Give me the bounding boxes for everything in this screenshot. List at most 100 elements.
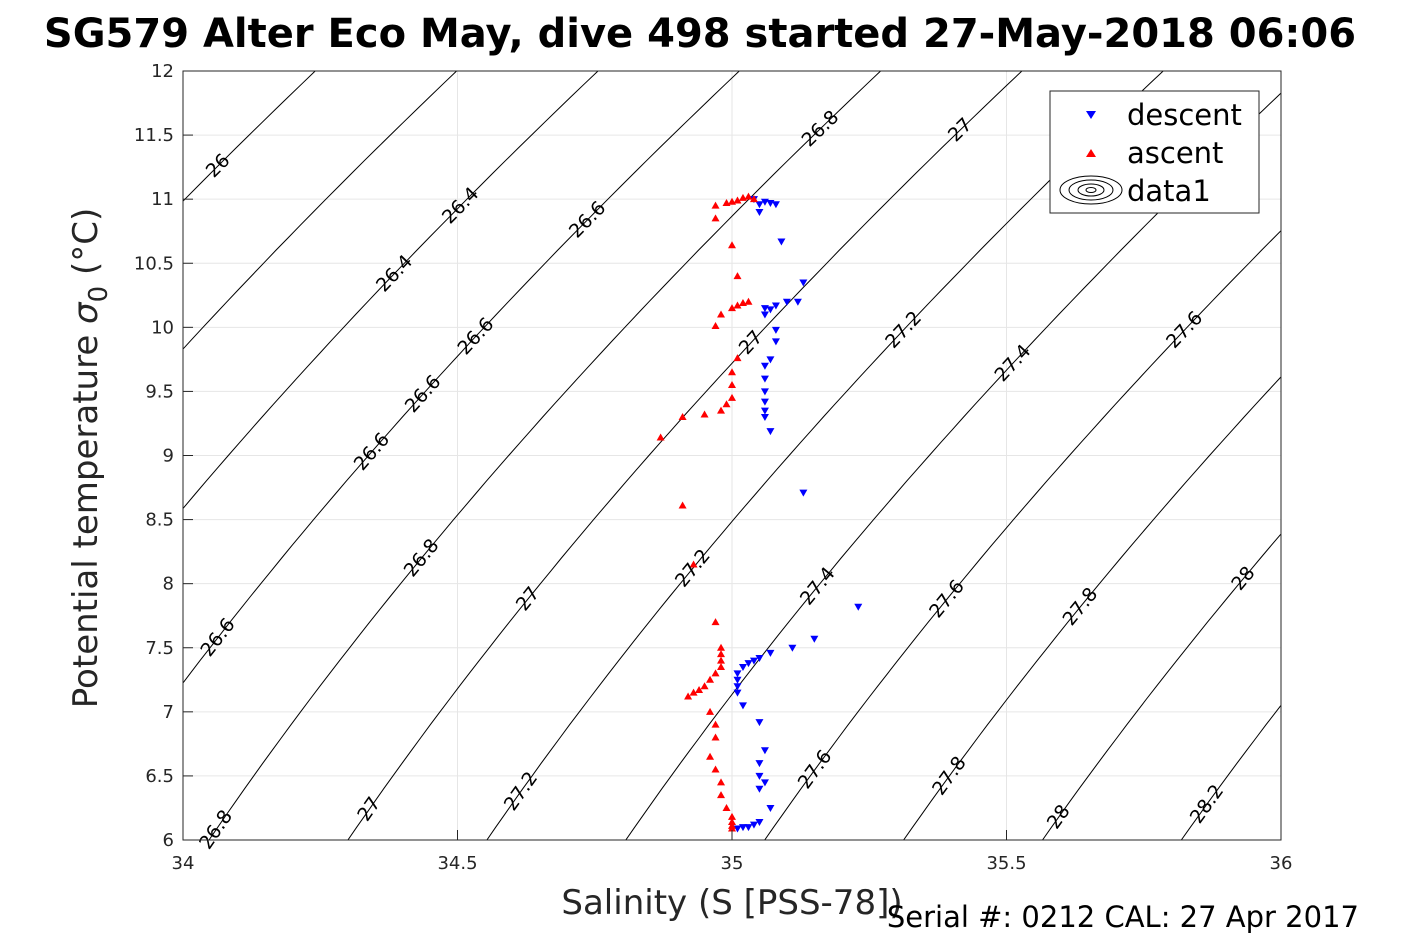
ascent-marker <box>700 410 709 418</box>
ascent-marker <box>717 778 726 786</box>
y-axis-label: Potential temperature σ0 (°C) <box>66 208 114 708</box>
descent-marker <box>755 772 764 780</box>
ascent-marker <box>738 298 747 306</box>
descent-marker <box>755 819 764 827</box>
descent-marker <box>777 238 786 246</box>
descent-marker <box>766 356 775 364</box>
y-tick-label: 10.5 <box>134 253 174 274</box>
descent-marker <box>760 311 769 319</box>
descent-marker <box>766 649 775 657</box>
ascent-marker <box>711 733 720 741</box>
descent-marker <box>749 657 758 665</box>
ascent-marker <box>728 368 736 376</box>
contour-line-26-2 <box>183 71 457 350</box>
descent-marker <box>810 635 819 643</box>
data-markers <box>656 192 863 833</box>
ascent-marker <box>733 301 742 309</box>
y-axis-ticks: 6 6.5 7 7.5 8 8.5 9 9.5 10 10.5 11 11.5 12 <box>134 61 193 851</box>
x-axis-ticks: 34 34.5 35 35.5 36 <box>172 830 1293 874</box>
legend: descent ascent data1 <box>1049 90 1260 214</box>
ascent-marker <box>728 381 736 389</box>
ascent-marker <box>717 656 726 664</box>
descent-marker <box>738 702 747 710</box>
legend-data1-label: data1 <box>1127 174 1211 208</box>
descent-marker <box>755 719 764 727</box>
ascent-marker <box>706 707 715 715</box>
contour-line-28 <box>1042 533 1281 840</box>
ascent-marker <box>711 214 720 222</box>
descent-marker <box>744 824 753 832</box>
descent-marker <box>793 298 802 306</box>
legend-descent-marker <box>1086 111 1096 119</box>
descent-marker <box>755 208 764 216</box>
descent-marker <box>799 489 808 497</box>
ascent-marker <box>733 196 742 204</box>
ascent-marker <box>717 406 726 414</box>
ascent-marker <box>733 272 742 280</box>
ascent-marker <box>722 199 731 207</box>
ascent-marker <box>689 560 698 568</box>
ascent-marker <box>695 686 704 694</box>
contour-line-26-4 <box>183 71 599 510</box>
y-tick-label: 11.5 <box>134 125 174 146</box>
ascent-marker <box>706 675 715 683</box>
descent-marker <box>760 747 769 755</box>
ascent-marker <box>717 791 726 799</box>
contour-line-26-6 <box>183 71 740 684</box>
descent-marker <box>766 428 775 436</box>
ascent-marker <box>744 297 753 305</box>
ascent-marker <box>711 618 720 626</box>
ascent-marker <box>689 688 698 696</box>
x-tick-label: 36 <box>1270 853 1293 874</box>
ascent-marker <box>717 643 726 651</box>
descent-marker <box>755 760 764 768</box>
descent-marker <box>755 785 764 793</box>
descent-marker <box>760 305 769 313</box>
descent-marker <box>760 779 769 787</box>
y-tick-label: 9 <box>163 446 174 467</box>
contour-line-27-6 <box>764 229 1281 840</box>
ascent-marker <box>706 752 715 760</box>
descent-marker <box>755 655 764 663</box>
ascent-marker <box>711 322 720 330</box>
ascent-marker <box>728 304 736 312</box>
legend-descent-label: descent <box>1127 98 1242 132</box>
x-tick-label: 34.5 <box>437 853 477 874</box>
ascent-marker <box>678 413 687 421</box>
descent-marker <box>760 407 769 415</box>
ascent-marker <box>744 192 753 200</box>
descent-marker <box>738 663 747 671</box>
descent-marker <box>760 388 769 396</box>
legend-ascent-label: ascent <box>1127 136 1223 170</box>
descent-marker <box>760 414 769 422</box>
contour-line-27-2 <box>486 71 1164 840</box>
ascent-marker <box>678 501 687 509</box>
y-tick-label: 7.5 <box>145 638 174 659</box>
ascent-marker <box>717 650 726 658</box>
y-tick-label: 12 <box>151 61 174 82</box>
descent-marker <box>749 821 758 829</box>
contour-line-28-2 <box>1180 704 1281 840</box>
ascent-marker <box>728 197 736 205</box>
ascent-marker <box>700 682 709 690</box>
footer-serial-cal: Serial #: 0212 CAL: 27 Apr 2017 <box>887 900 1359 934</box>
descent-marker <box>733 689 742 697</box>
descent-marker <box>733 676 742 684</box>
y-tick-label: 7 <box>163 702 174 723</box>
ascent-marker <box>722 400 731 408</box>
legend-box <box>1049 90 1260 214</box>
y-tick-label: 6.5 <box>145 766 174 787</box>
chart-title: SG579 Alter Eco May, dive 498 started 27… <box>44 11 1356 57</box>
y-tick-label: 6 <box>163 830 174 851</box>
y-tick-label: 10 <box>151 317 174 338</box>
legend-contour-icon <box>1059 175 1123 205</box>
descent-marker <box>771 338 780 346</box>
ascent-marker <box>711 201 720 209</box>
descent-marker <box>733 825 742 833</box>
x-tick-label: 34 <box>172 853 195 874</box>
ascent-marker <box>711 669 720 677</box>
y-tick-label: 9.5 <box>145 381 174 402</box>
ascent-marker <box>717 662 726 670</box>
contour-line-27 <box>347 71 1023 840</box>
ascent-marker <box>711 765 720 773</box>
